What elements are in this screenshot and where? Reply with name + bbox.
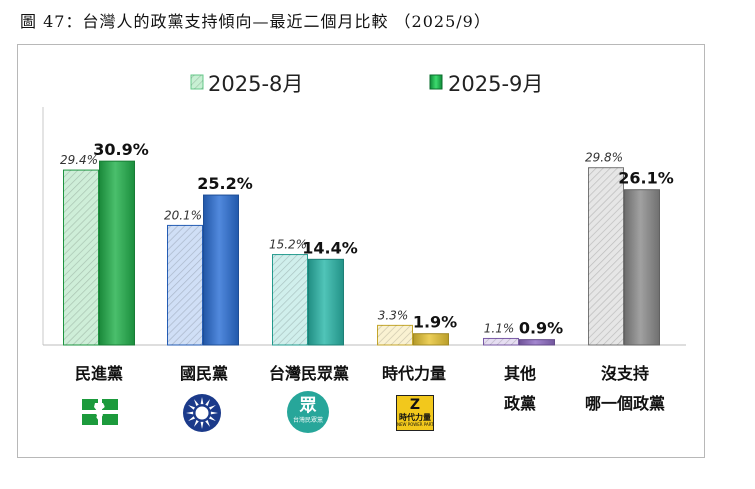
legend-label-2025-9: 2025-9月 (448, 72, 544, 96)
kmt-sun-ray (208, 416, 216, 421)
category-label-tpp: 台灣民眾黨 (268, 364, 349, 383)
bar-hatch-tpp (272, 254, 308, 345)
value-label-other-2025-8: 1.1% (484, 321, 515, 335)
bar-hatch-none (588, 167, 624, 345)
kmt-sun-ray (188, 416, 196, 421)
kmt-sun-ray (210, 411, 218, 415)
value-label-kmt-2025-9: 25.2% (197, 174, 253, 193)
category-label-other: 其他 政黨 (503, 364, 536, 413)
kmt-sun-ray (200, 421, 204, 429)
tpp-logo-icon: 眾 台灣民眾黨 (287, 391, 329, 433)
kmt-sun-ray (194, 399, 199, 407)
bar-none-2025-9 (624, 189, 660, 346)
legend-label-2025-8: 2025-8月 (208, 72, 304, 96)
legend-swatch-2025-9 (429, 74, 443, 90)
kmt-sun-ray (205, 419, 210, 427)
value-label-none-2025-9: 26.1% (618, 169, 674, 188)
value-label-dpp-2025-9: 30.9% (93, 140, 149, 159)
bar-hatch-other (483, 338, 519, 345)
category-label-npp: 時代力量 (381, 364, 446, 383)
category-label-none: 沒支持 哪一個政黨 (584, 364, 665, 413)
kmt-sun-ray (186, 411, 194, 415)
kmt-sun-ray (194, 419, 199, 427)
value-label-tpp-2025-9: 14.4% (302, 238, 358, 257)
bar-npp-2025-9 (413, 333, 449, 346)
kmt-sun-ray (200, 397, 204, 405)
bar-hatch-npp (377, 325, 413, 345)
bar-hatch-kmt (167, 225, 203, 345)
value-label-other-2025-9: 0.9% (519, 319, 563, 338)
value-label-tpp-2025-8: 15.2% (269, 238, 307, 252)
figure-title: 圖 47：台灣人的政黨支持傾向—最近二個月比較 （2025/9） (20, 12, 491, 31)
bar-dpp-2025-9 (99, 160, 135, 346)
value-label-kmt-2025-8: 20.1% (164, 208, 202, 222)
kmt-sun-ray (205, 399, 210, 407)
kmt-sun-logo-icon (183, 394, 221, 432)
kmt-sun-ray (208, 405, 216, 410)
value-label-npp-2025-9: 1.9% (413, 313, 457, 332)
category-label-kmt: 國民黨 (179, 364, 228, 383)
dpp-logo-icon (81, 397, 119, 427)
kmt-sun-ray (188, 405, 196, 410)
value-label-none-2025-8: 29.8% (585, 151, 623, 165)
bar-tpp-2025-9 (308, 258, 344, 346)
bar-other-2025-9 (519, 339, 555, 346)
value-label-npp-2025-8: 3.3% (378, 308, 409, 322)
npp-logo-icon: Z 時代力量 NEW POWER PARTY (396, 395, 434, 431)
bar-kmt-2025-9 (203, 194, 239, 346)
value-label-dpp-2025-8: 29.4% (60, 153, 98, 167)
category-label-dpp: 民進黨 (74, 364, 123, 383)
bar-hatch-dpp (63, 170, 99, 345)
